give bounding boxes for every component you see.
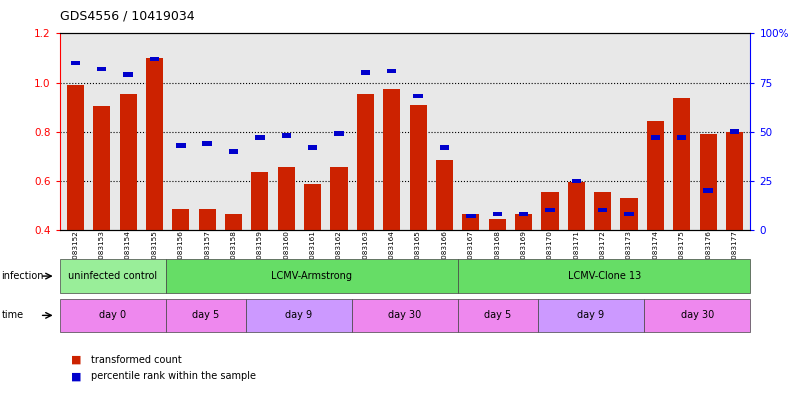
Bar bbox=[647, 121, 664, 230]
Text: day 30: day 30 bbox=[388, 310, 422, 320]
Bar bbox=[572, 178, 581, 183]
Bar bbox=[202, 141, 212, 146]
Bar bbox=[726, 132, 743, 230]
Text: day 5: day 5 bbox=[484, 310, 511, 320]
Bar bbox=[71, 61, 80, 65]
Bar bbox=[410, 105, 426, 230]
Bar bbox=[673, 99, 690, 230]
Text: day 0: day 0 bbox=[99, 310, 126, 320]
Bar bbox=[624, 212, 634, 217]
Text: GDS4556 / 10419034: GDS4556 / 10419034 bbox=[60, 10, 195, 23]
Bar bbox=[150, 57, 159, 61]
Text: day 9: day 9 bbox=[285, 310, 312, 320]
Text: LCMV-Clone 13: LCMV-Clone 13 bbox=[568, 271, 641, 281]
Bar bbox=[440, 145, 449, 150]
Bar bbox=[308, 145, 318, 150]
Text: transformed count: transformed count bbox=[91, 354, 182, 365]
Text: LCMV-Armstrong: LCMV-Armstrong bbox=[272, 271, 353, 281]
Text: time: time bbox=[2, 310, 24, 320]
Bar bbox=[278, 167, 295, 230]
Bar bbox=[334, 131, 344, 136]
Bar bbox=[730, 129, 739, 134]
Bar bbox=[677, 135, 687, 140]
Bar bbox=[146, 58, 163, 230]
Bar bbox=[466, 214, 476, 219]
Bar bbox=[594, 192, 611, 230]
Text: uninfected control: uninfected control bbox=[68, 271, 157, 281]
Bar bbox=[172, 209, 190, 230]
Bar bbox=[304, 184, 322, 230]
Bar bbox=[120, 94, 137, 230]
Bar bbox=[515, 214, 532, 230]
Bar bbox=[93, 106, 110, 230]
Bar bbox=[67, 85, 84, 230]
Bar bbox=[360, 70, 370, 75]
Bar bbox=[384, 89, 400, 230]
Bar bbox=[229, 149, 238, 154]
Text: day 5: day 5 bbox=[192, 310, 219, 320]
Bar bbox=[225, 214, 242, 230]
Bar bbox=[255, 135, 264, 140]
Text: day 30: day 30 bbox=[680, 310, 714, 320]
Bar bbox=[492, 212, 502, 217]
Text: infection: infection bbox=[2, 271, 44, 281]
Bar bbox=[620, 198, 638, 230]
Bar bbox=[97, 66, 106, 71]
Bar bbox=[462, 214, 480, 230]
Bar bbox=[598, 208, 607, 213]
Bar bbox=[436, 160, 453, 230]
Bar bbox=[176, 143, 186, 148]
Bar bbox=[357, 94, 374, 230]
Bar bbox=[651, 135, 660, 140]
Bar bbox=[518, 212, 528, 217]
Bar bbox=[123, 72, 133, 77]
Text: day 9: day 9 bbox=[577, 310, 604, 320]
Bar bbox=[545, 208, 555, 213]
Bar bbox=[387, 68, 396, 73]
Text: percentile rank within the sample: percentile rank within the sample bbox=[91, 371, 256, 382]
Bar bbox=[252, 172, 268, 230]
Bar bbox=[282, 133, 291, 138]
Bar bbox=[542, 192, 558, 230]
Text: ■: ■ bbox=[71, 354, 82, 365]
Bar bbox=[700, 134, 717, 230]
Bar bbox=[488, 219, 506, 230]
Bar bbox=[703, 188, 713, 193]
Bar bbox=[568, 182, 585, 230]
Bar bbox=[330, 167, 348, 230]
Bar bbox=[198, 209, 216, 230]
Bar bbox=[414, 94, 423, 99]
Text: ■: ■ bbox=[71, 371, 82, 382]
